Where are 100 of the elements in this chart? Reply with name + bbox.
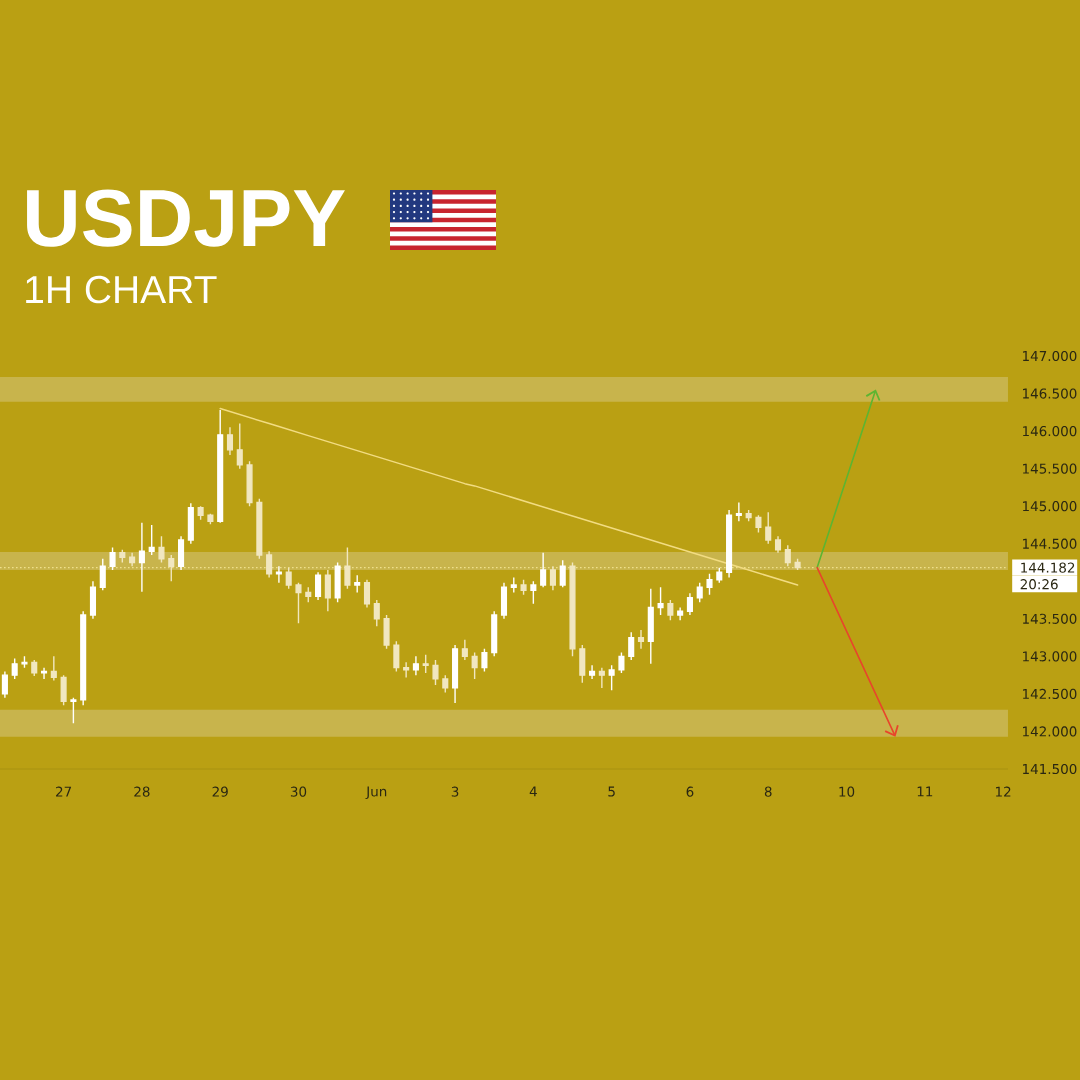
- y-tick-label: 144.500: [1023, 538, 1077, 549]
- candlestick: [608, 664, 615, 691]
- x-tick-label: 29: [212, 786, 228, 797]
- y-tick-label: 146.000: [1023, 425, 1077, 437]
- candlestick: [647, 588, 654, 665]
- candlestick: [226, 426, 234, 456]
- candlestick: [129, 552, 136, 567]
- candlestick: [1, 670, 8, 699]
- y-tick-label: 145.000: [1023, 501, 1077, 512]
- candlestick: [628, 631, 635, 661]
- candlestick: [540, 552, 547, 588]
- y-tick-label: 143.000: [1023, 651, 1077, 662]
- candlestick: [706, 573, 713, 596]
- candlestick: [207, 512, 214, 525]
- candlestick: [178, 535, 185, 571]
- candlestick: [491, 610, 498, 658]
- candlestick: [403, 661, 410, 679]
- candlestick: [745, 509, 752, 522]
- candlestick: [637, 629, 645, 650]
- candlestick: [285, 567, 292, 590]
- y-tick-label: 142.500: [1023, 688, 1077, 700]
- ref-line-label: 144.182: [1021, 562, 1075, 573]
- candlestick: [324, 569, 331, 613]
- candlestick: [589, 664, 596, 680]
- candlestick: [275, 565, 282, 584]
- candlestick: [40, 666, 48, 680]
- candlestick: [119, 549, 126, 564]
- x-tick-label: 11: [917, 786, 933, 797]
- candlestick: [432, 659, 439, 686]
- x-tick-label: 27: [56, 786, 72, 797]
- x-tick-label: 12: [996, 786, 1011, 797]
- candlestick: [99, 558, 106, 591]
- candlestick: [373, 599, 380, 628]
- x-tick-label: 3: [451, 786, 459, 797]
- candlestick: [735, 501, 742, 522]
- y-tick-label: 143.500: [1023, 613, 1077, 624]
- candlestick: [755, 514, 762, 534]
- candlestick: [726, 509, 733, 579]
- candlestick: [618, 651, 625, 674]
- y-tick-label: 141.500: [1023, 763, 1077, 775]
- candlestick: [569, 561, 576, 658]
- y-tick-label: 146.500: [1023, 388, 1077, 399]
- candlestick: [393, 640, 400, 673]
- candlestick: [315, 571, 322, 601]
- candlestick: [305, 586, 312, 603]
- candlestick: [765, 511, 772, 545]
- candlestick: [442, 674, 449, 694]
- candlestick: [295, 582, 302, 625]
- candlestick: [109, 546, 116, 571]
- y-tick-label: 145.500: [1023, 463, 1077, 474]
- candlestick: [667, 599, 674, 622]
- candlestick: [266, 550, 273, 579]
- x-tick-label: 4: [529, 786, 537, 797]
- text: 20:26: [1020, 579, 1058, 590]
- candlestick: [686, 592, 693, 616]
- candlestick: [500, 582, 508, 620]
- candlestick: [677, 606, 684, 622]
- x-tick-label: 10: [839, 786, 855, 797]
- chart-title: USDJPY: [27, 189, 345, 247]
- x-tick-label: 28: [134, 786, 150, 797]
- candlestick: [31, 659, 38, 677]
- candlestick: [657, 586, 664, 616]
- candlestick: [148, 524, 155, 556]
- candlestick: [80, 610, 87, 706]
- candlestick: [383, 614, 390, 650]
- candlestick: [158, 535, 165, 564]
- candlestick: [50, 655, 57, 682]
- candlestick: [344, 546, 351, 590]
- y-tick-label: 147.000: [1023, 350, 1077, 362]
- candlestick: [21, 655, 28, 669]
- candlestick: [549, 565, 556, 591]
- chart-subtitle: 1H CHART: [26, 275, 217, 304]
- candlestick: [579, 644, 586, 684]
- y-tick-label: 142.000: [1023, 726, 1077, 737]
- candlestick: [89, 580, 97, 620]
- candlestick: [461, 639, 468, 661]
- candlestick: [187, 502, 194, 545]
- candlestick: [197, 505, 204, 521]
- candlestick: [530, 580, 537, 605]
- candlestick: [168, 554, 175, 582]
- candlestick: [363, 579, 371, 609]
- candlestick: [774, 535, 782, 554]
- candlestick: [452, 644, 459, 704]
- candlestick: [422, 654, 429, 674]
- x-tick-label: 8: [764, 786, 772, 797]
- x-tick-label: 6: [686, 786, 694, 797]
- candlestick: [598, 666, 605, 689]
- x-tick-label: 5: [608, 786, 615, 797]
- candlestick: [412, 655, 419, 676]
- candlestick: [70, 696, 77, 724]
- candlestick: [520, 579, 527, 596]
- x-tick-label: Jun: [365, 786, 387, 800]
- candlestick: [354, 574, 361, 594]
- candlestick: [217, 409, 224, 524]
- x-tick-label: 30: [290, 786, 307, 797]
- candlestick: [471, 651, 478, 680]
- candlestick: [246, 460, 253, 507]
- candlestick: [784, 544, 791, 567]
- candlestick: [510, 576, 517, 594]
- candlestick: [559, 559, 566, 588]
